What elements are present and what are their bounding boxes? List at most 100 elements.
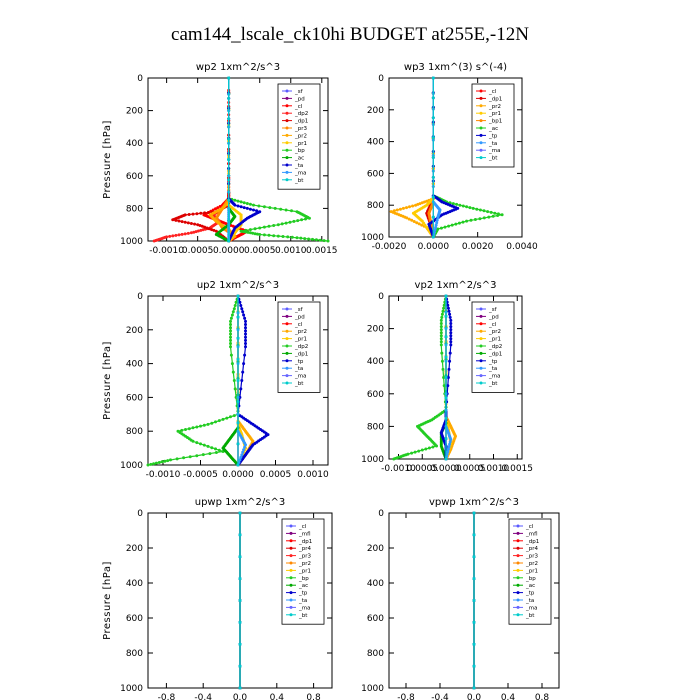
legend-marker: [516, 524, 520, 528]
legend-entry: _pr3: [294, 126, 308, 132]
legend: _sf_pd _cl_pr2 _pr1_dp2_dp1 _tp_ta _ma_bt: [471, 301, 515, 393]
series-marker: [180, 428, 184, 432]
series-marker: [440, 359, 444, 363]
legend-marker: [289, 613, 293, 617]
series-marker: [229, 338, 232, 342]
series-marker: [303, 237, 307, 241]
legend-marker: [479, 96, 483, 100]
y-tick-label: 800: [126, 204, 143, 214]
series-marker: [217, 448, 221, 452]
series-marker: [241, 310, 245, 314]
series-marker: [232, 414, 236, 418]
series-marker: [184, 428, 187, 431]
legend-entry: _tp: [488, 359, 498, 365]
series-marker: [258, 233, 262, 236]
series-marker: [444, 457, 448, 461]
series-marker: [236, 379, 240, 382]
series-marker: [417, 222, 421, 226]
series-marker: [431, 136, 435, 140]
series-marker: [444, 396, 448, 400]
series-line: [393, 295, 447, 460]
series-marker: [233, 198, 237, 202]
series-marker: [255, 232, 259, 236]
x-tick-label: 0.0005: [182, 246, 214, 256]
series-marker: [472, 577, 476, 581]
legend-entry: _pr2: [525, 561, 538, 567]
legend-marker: [285, 119, 289, 123]
y-tick-label: 600: [367, 614, 384, 624]
y-tick-label: 1000: [120, 461, 143, 471]
legend: _cl_dp1 _pr2_pr1 _bp1_ac_tp _ta_ma _bt: [471, 83, 515, 168]
series-marker: [243, 353, 247, 357]
legend-entry: _bt: [294, 381, 304, 387]
legend-entry: _ac: [294, 156, 304, 162]
legend-box: [281, 518, 325, 625]
series-marker: [189, 222, 193, 225]
series-marker: [448, 442, 452, 446]
series-marker: [447, 445, 451, 449]
legend-marker: [479, 322, 483, 326]
legend-entry: _ta: [525, 598, 534, 604]
series-marker: [434, 226, 438, 229]
x-tick-label: 0.0005: [260, 470, 292, 480]
series-marker: [227, 198, 231, 202]
y-tick-label: 400: [367, 579, 384, 589]
chart-panel-6: vpwp 1xm^2/s^3 0 200 400 600 800 1000 -0.8 -0.4 0…: [361, 497, 560, 700]
series-marker: [180, 232, 184, 236]
series-marker: [307, 216, 311, 220]
series-marker: [199, 211, 203, 215]
series-marker: [227, 219, 231, 223]
legend-entry: _dp2: [294, 111, 308, 117]
series-marker: [245, 206, 249, 210]
series-marker: [439, 318, 443, 322]
legend-entry: _pr3: [525, 554, 539, 560]
series-marker: [444, 335, 448, 339]
x-tick-label: 0.0015: [306, 246, 338, 256]
series-bt: [472, 511, 476, 690]
legend-marker: [479, 366, 483, 370]
series-marker: [290, 209, 293, 213]
series-marker: [244, 345, 247, 349]
panel-title: wp2 1xm^2/s^3: [196, 62, 280, 73]
legend-entry: _pr4: [525, 546, 539, 552]
series-marker: [242, 201, 246, 205]
series-marker: [420, 223, 424, 227]
series-marker: [472, 533, 476, 537]
legend-entry: _ta: [294, 163, 303, 169]
legend-marker: [479, 329, 483, 333]
series-marker: [243, 445, 247, 449]
series-marker: [177, 233, 181, 237]
series-marker: [231, 310, 235, 314]
series-marker: [442, 384, 446, 388]
legend-entry: _dp2: [294, 344, 308, 350]
legend-entry: _tp: [488, 133, 498, 139]
series-marker: [210, 421, 214, 425]
series-marker: [424, 447, 428, 451]
series-marker: [407, 217, 411, 221]
series-marker: [236, 400, 240, 404]
series-marker: [227, 239, 231, 243]
series-marker: [392, 457, 396, 461]
series-marker: [212, 228, 216, 232]
series-marker: [414, 203, 418, 207]
legend-marker: [479, 148, 483, 152]
series-marker: [439, 331, 443, 335]
legend-marker: [479, 359, 483, 363]
series-marker: [252, 203, 255, 207]
series-marker: [214, 447, 217, 451]
series-marker: [449, 343, 453, 347]
series-marker: [446, 450, 450, 454]
series-marker: [295, 236, 299, 240]
y-tick-label: 800: [367, 201, 384, 211]
series-bt: [431, 76, 435, 239]
series-marker: [288, 220, 292, 224]
legend-marker: [289, 524, 293, 528]
legend-marker: [285, 133, 289, 137]
series-marker: [187, 427, 191, 431]
legend-marker: [285, 178, 289, 182]
series-marker: [401, 206, 405, 210]
legend-marker: [289, 546, 293, 550]
legend-marker: [289, 576, 293, 580]
series-marker: [448, 315, 452, 319]
chart-panel-5: upwp 1xm^2/s^3 Pressure [hPa] 0 200 400 600 80…: [102, 497, 333, 700]
